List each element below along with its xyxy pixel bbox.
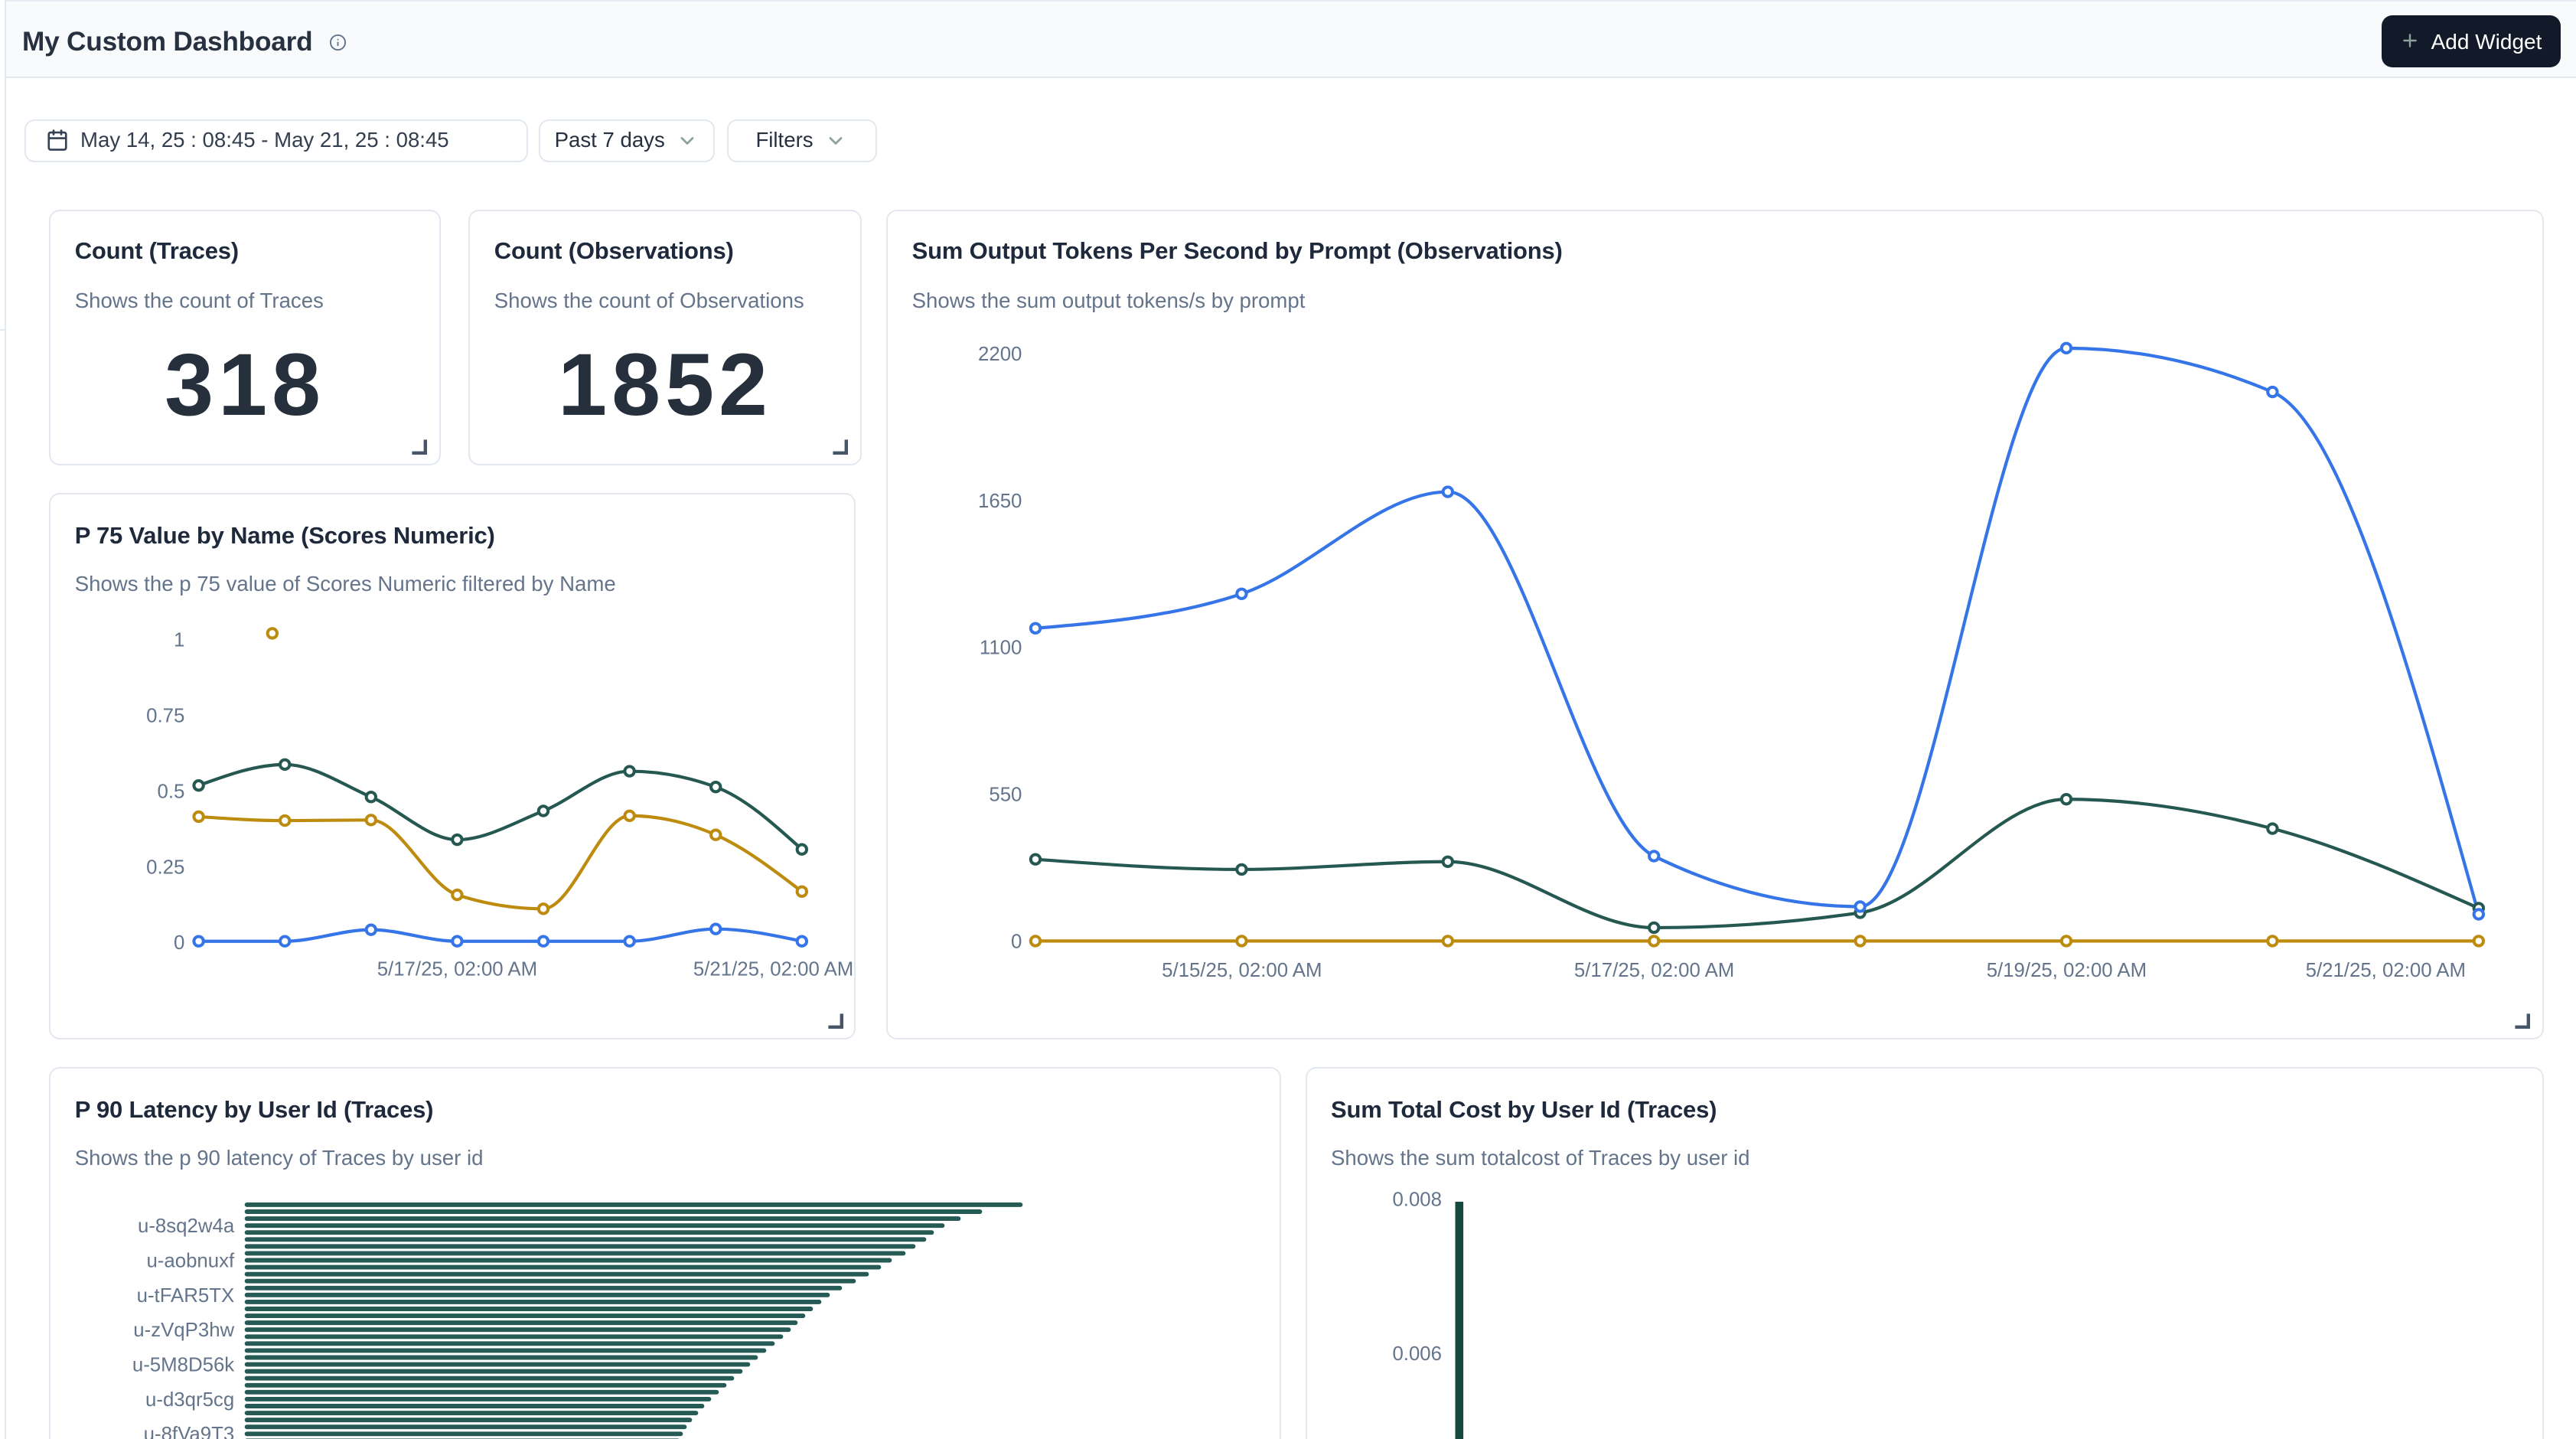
svg-text:u-5M8D56k: u-5M8D56k xyxy=(133,1355,235,1376)
svg-text:u-8fVa9T3: u-8fVa9T3 xyxy=(144,1424,235,1439)
svg-text:u-tFAR5TX: u-tFAR5TX xyxy=(137,1285,235,1307)
svg-text:0.008: 0.008 xyxy=(1392,1189,1442,1211)
svg-text:1: 1 xyxy=(174,630,185,651)
svg-text:u-zVqP3hw: u-zVqP3hw xyxy=(134,1320,235,1341)
svg-text:1650: 1650 xyxy=(979,490,1022,511)
svg-text:u-8sq2w4a: u-8sq2w4a xyxy=(139,1215,236,1237)
svg-text:0.75: 0.75 xyxy=(147,706,185,727)
svg-text:0.006: 0.006 xyxy=(1392,1343,1442,1365)
svg-text:u-aobnuxf: u-aobnuxf xyxy=(147,1251,236,1272)
svg-text:0: 0 xyxy=(174,933,185,954)
svg-text:5/17/25, 02:00 AM: 5/17/25, 02:00 AM xyxy=(1574,960,1734,981)
svg-text:0.5: 0.5 xyxy=(158,781,185,803)
svg-text:550: 550 xyxy=(990,784,1022,805)
svg-text:5/15/25, 02:00 AM: 5/15/25, 02:00 AM xyxy=(1162,960,1322,981)
svg-text:1100: 1100 xyxy=(980,637,1022,658)
svg-text:5/17/25, 02:00 AM: 5/17/25, 02:00 AM xyxy=(377,959,537,981)
svg-text:u-d3qr5cg: u-d3qr5cg xyxy=(146,1389,235,1411)
svg-text:2200: 2200 xyxy=(979,343,1022,364)
svg-text:5/21/25, 02:00 AM: 5/21/25, 02:00 AM xyxy=(2306,960,2466,981)
svg-text:5/21/25, 02:00 AM: 5/21/25, 02:00 AM xyxy=(694,959,854,981)
svg-text:5/19/25, 02:00 AM: 5/19/25, 02:00 AM xyxy=(1987,960,2147,981)
svg-text:0: 0 xyxy=(1012,931,1022,952)
svg-text:0.25: 0.25 xyxy=(147,857,185,879)
